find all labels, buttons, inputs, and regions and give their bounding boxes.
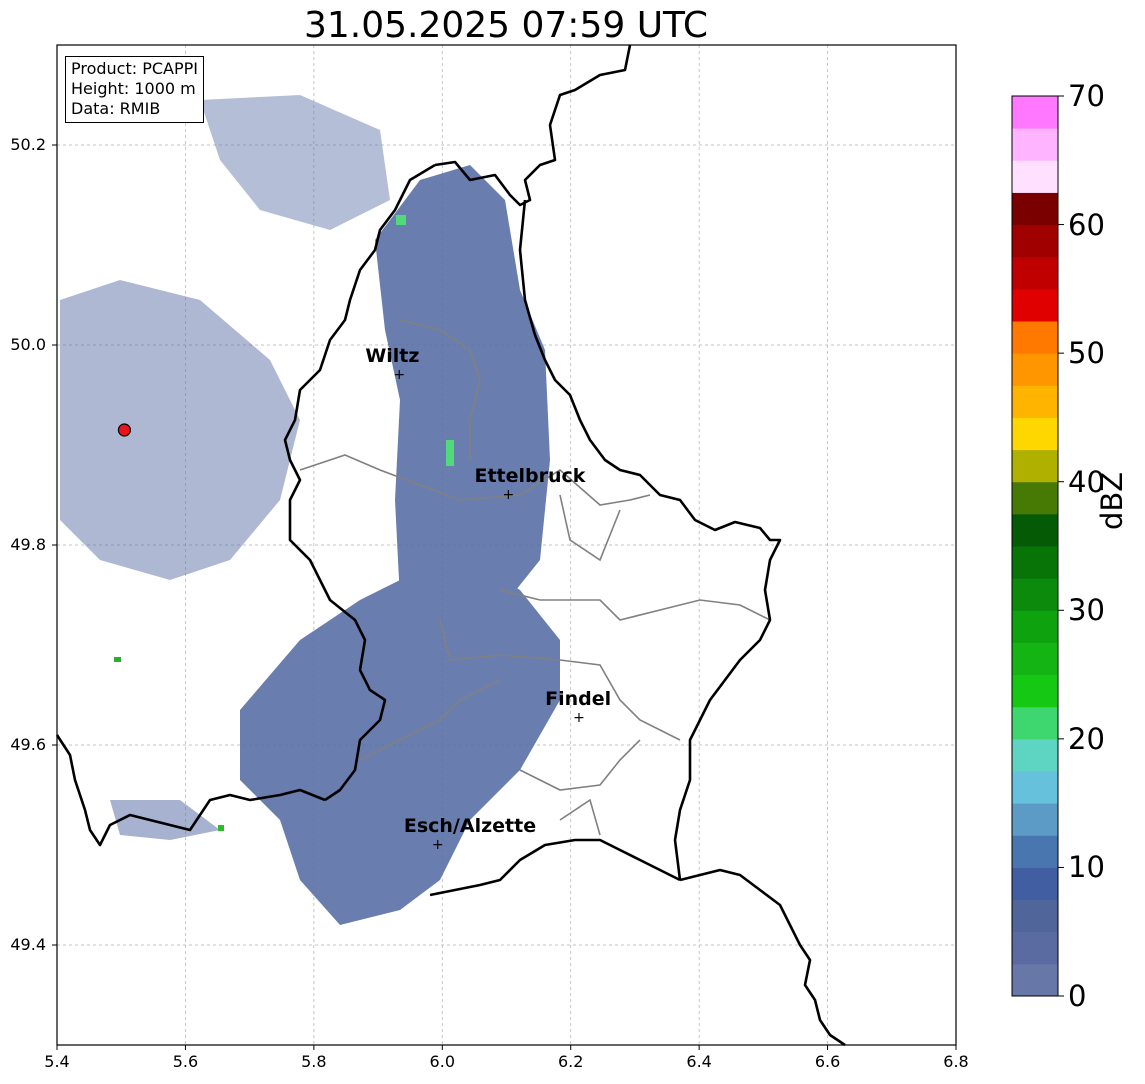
colorbar-tick-label: 0 — [1068, 979, 1087, 1013]
colorbar-tick-label: 40 — [1068, 464, 1105, 499]
colorbar-segment — [1012, 128, 1058, 161]
colorbar-segment — [1012, 321, 1058, 354]
city-label: Wiltz — [365, 345, 420, 367]
x-tick-label: 6.2 — [557, 1052, 584, 1071]
colorbar-segment — [1012, 288, 1058, 322]
colorbar-tick-label: 10 — [1068, 850, 1105, 885]
colorbar-segment — [1012, 899, 1058, 933]
border-fr-de — [679, 868, 846, 1047]
colorbar-segment — [1012, 192, 1058, 226]
colorbar-tick-label: 50 — [1068, 336, 1105, 371]
colorbar-segment — [1012, 546, 1058, 579]
colorbar-segment — [1012, 353, 1058, 386]
x-tick-label: 5.6 — [172, 1052, 199, 1071]
colorbar-segment — [1012, 835, 1058, 868]
colorbar-segment — [1012, 706, 1058, 740]
x-tick-label: 5.8 — [301, 1052, 327, 1071]
border-be-fr — [55, 734, 326, 847]
border-lu-be — [434, 44, 632, 207]
colorbar-segment — [1012, 674, 1058, 708]
city-marker: + — [431, 837, 444, 853]
colorbar-segment — [1012, 963, 1058, 997]
colorbar-segment — [1012, 256, 1058, 290]
map-title: 31.05.2025 07:59 UTC — [303, 5, 709, 46]
x-tick-label: 6.6 — [814, 1052, 841, 1071]
city-label: Esch/Alzette — [403, 815, 537, 837]
echo-strong-cell-2 — [396, 215, 406, 225]
radar-echoes — [60, 95, 560, 925]
height-line: Height: 1000 m — [71, 79, 196, 98]
border-lu-de — [518, 199, 782, 881]
echo-west-swirl — [60, 280, 300, 580]
echo-southwest — [110, 800, 220, 840]
colorbar-tick-label: 20 — [1068, 721, 1105, 756]
colorbar-segment — [1012, 224, 1058, 258]
colorbar-segment — [1012, 931, 1058, 965]
city-label: Ettelbruck — [474, 465, 586, 487]
colorbar-segment — [1012, 803, 1058, 836]
colorbar-segment — [1012, 513, 1058, 547]
city-marker: + — [502, 487, 515, 503]
x-tick-label: 6.0 — [429, 1052, 455, 1071]
colorbar-segment — [1012, 385, 1058, 418]
radar-site-marker[interactable] — [117, 423, 132, 437]
national-borders — [55, 44, 846, 1047]
echo-band-south — [240, 560, 560, 925]
colorbar-frame — [1011, 95, 1059, 997]
colorbar-segment — [1012, 449, 1058, 483]
colorbar — [1012, 96, 1058, 997]
echo-scatter-north — [200, 95, 390, 230]
product-line: Product: PCAPPI — [71, 59, 199, 78]
y-tick-label: 49.6 — [10, 735, 46, 754]
axis-ticks — [52, 144, 957, 1050]
echo-strong-cell-4 — [218, 825, 224, 831]
x-tick-label: 5.4 — [44, 1052, 70, 1071]
border-be-west — [283, 163, 436, 802]
colorbar-segment — [1012, 481, 1058, 515]
city-label: Findel — [545, 688, 612, 710]
y-tick-label: 50.0 — [10, 335, 46, 354]
colorbar-segment — [1012, 96, 1058, 129]
colorbar-segment — [1012, 738, 1058, 772]
y-tick-label: 49.4 — [10, 935, 46, 954]
colorbar-segment — [1012, 610, 1058, 643]
echo-band-north — [375, 165, 550, 620]
y-tick-label: 49.8 — [10, 535, 46, 554]
border-lu-fr — [429, 838, 681, 897]
colorbar-tick-label: 30 — [1068, 593, 1105, 628]
canton-boundaries — [299, 319, 771, 836]
x-tick-label: 6.4 — [686, 1052, 712, 1071]
colorbar-segment — [1012, 642, 1058, 676]
y-tick-label: 50.2 — [10, 135, 46, 154]
product-info-box: Product: PCAPPI Height: 1000 m Data: RMI… — [65, 56, 205, 123]
city-marker: + — [393, 367, 406, 383]
colorbar-segment — [1012, 771, 1058, 804]
colorbar-ticks — [1058, 95, 1064, 997]
colorbar-tick-label: 60 — [1068, 207, 1105, 242]
city-marker: + — [573, 710, 585, 726]
colorbar-segment — [1012, 417, 1058, 451]
data-source-line: Data: RMIB — [71, 99, 161, 118]
echo-strong-cell-1 — [446, 440, 454, 466]
echo-strong-cell-3 — [114, 657, 121, 662]
colorbar-tick-label: 70 — [1068, 79, 1105, 113]
x-tick-label: 6.8 — [943, 1052, 969, 1071]
colorbar-segment — [1012, 867, 1058, 901]
colorbar-segment — [1012, 160, 1058, 193]
colorbar-segment — [1012, 578, 1058, 611]
